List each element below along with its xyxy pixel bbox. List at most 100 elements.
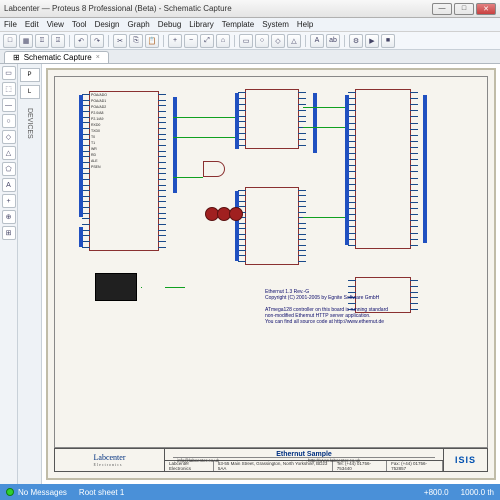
pin-label: T1 (91, 141, 95, 145)
tab-close-icon[interactable]: × (96, 54, 100, 61)
bus-3 (235, 93, 239, 149)
menu-library[interactable]: Library (189, 20, 213, 29)
toolbar-button-27[interactable]: ■ (381, 34, 395, 48)
bus-5 (313, 93, 317, 153)
status-sheet: Root sheet 1 (79, 488, 124, 497)
side-toolbar: ▭ ⬚ — ○ ◇ △ ⬠ A + ⊕ ⊞ (0, 64, 18, 484)
palette-pick-button[interactable]: P (20, 68, 40, 82)
wire-7 (141, 287, 142, 288)
side-tool-8[interactable]: + (2, 194, 16, 208)
bus-1 (79, 227, 83, 247)
toolbar-button-12[interactable]: + (168, 34, 182, 48)
toolbar-button-22[interactable]: A (310, 34, 324, 48)
chip-U3 (245, 187, 299, 265)
main-toolbar: □▦⍐⍗ ↶↷ ✂⎘📋 +−⤢⌂ ▭○◇△ Aab ⚙▶■ (0, 32, 500, 50)
toolbar-button-17[interactable]: ▭ (239, 34, 253, 48)
component-palette: P L DEVICES (18, 64, 42, 484)
side-tool-1[interactable]: ⬚ (2, 82, 16, 96)
pin-label: POA/ADO (91, 93, 107, 97)
menu-help[interactable]: Help (297, 20, 313, 29)
menu-bar: File Edit View Tool Design Graph Debug Library T… (0, 18, 500, 32)
led-component-2 (229, 207, 243, 221)
toolbar-button-14[interactable]: ⤢ (200, 34, 214, 48)
menu-debug[interactable]: Debug (158, 20, 182, 29)
status-messages: No Messages (18, 488, 67, 497)
toolbar-separator (344, 35, 345, 47)
toolbar-button-15[interactable]: ⌂ (216, 34, 230, 48)
tab-schematic-capture[interactable]: ⊞ Schematic Capture × (4, 51, 109, 63)
toolbar-separator (163, 35, 164, 47)
wire-0 (173, 117, 235, 118)
toolbar-button-19[interactable]: ◇ (271, 34, 285, 48)
menu-tool[interactable]: Tool (72, 20, 87, 29)
pin-label: ALE (91, 159, 98, 163)
schematic-info-text: Ethernut 1.3 Rev.-GCopyright (C) 2001-20… (265, 289, 445, 325)
chip-U1 (89, 91, 159, 251)
menu-design[interactable]: Design (95, 20, 120, 29)
document-tabs: ⊞ Schematic Capture × (0, 50, 500, 64)
bus-2 (173, 97, 177, 193)
toolbar-button-6[interactable]: ↷ (90, 34, 104, 48)
toolbar-button-3[interactable]: ⍗ (51, 34, 65, 48)
pin-label: POA/AD1 (91, 99, 106, 103)
pin-label: RXD0 (91, 123, 100, 127)
toolbar-separator (234, 35, 235, 47)
and-gate (203, 161, 225, 177)
menu-edit[interactable]: Edit (25, 20, 39, 29)
tab-icon: ⊞ (13, 53, 20, 62)
toolbar-button-10[interactable]: 📋 (145, 34, 159, 48)
title-block-logo-left: Labcenter Electronics (55, 449, 165, 471)
logo-isis-text: ISIS (455, 455, 476, 465)
toolbar-button-2[interactable]: ⍐ (35, 34, 49, 48)
toolbar-button-5[interactable]: ↶ (74, 34, 88, 48)
chip-U2 (245, 89, 299, 149)
menu-graph[interactable]: Graph (127, 20, 149, 29)
bus-4 (235, 191, 239, 261)
toolbar-separator (108, 35, 109, 47)
toolbar-button-9[interactable]: ⎘ (129, 34, 143, 48)
close-button[interactable]: ✕ (476, 3, 496, 15)
palette-devices-label: DEVICES (26, 108, 33, 139)
tab-label: Schematic Capture (24, 53, 92, 62)
maximize-button[interactable]: □ (454, 3, 474, 15)
menu-system[interactable]: System (262, 20, 289, 29)
minimize-button[interactable]: — (432, 3, 452, 15)
title-block-logo-right: ISIS (443, 449, 487, 471)
toolbar-button-1[interactable]: ▦ (19, 34, 33, 48)
toolbar-button-23[interactable]: ab (326, 34, 340, 48)
toolbar-button-18[interactable]: ○ (255, 34, 269, 48)
toolbar-button-26[interactable]: ▶ (365, 34, 379, 48)
titleblock-email: info@labcenter.co.uk (173, 458, 304, 464)
schematic-sheet: POA/ADOPOA/AD1POA/AD2P2.0/A8P2.1/A9RXD0T… (54, 76, 488, 448)
toolbar-button-0[interactable]: □ (3, 34, 17, 48)
pin-label: WR (91, 147, 97, 151)
toolbar-button-13[interactable]: − (184, 34, 198, 48)
bus-7 (423, 95, 427, 243)
menu-file[interactable]: File (4, 20, 17, 29)
side-tool-6[interactable]: ⬠ (2, 162, 16, 176)
chip-U4 (355, 89, 411, 249)
side-tool-10[interactable]: ⊞ (2, 226, 16, 240)
menu-view[interactable]: View (47, 20, 64, 29)
logo-labcenter-sub: Electronics (94, 462, 126, 467)
wire-6 (165, 287, 185, 288)
toolbar-button-8[interactable]: ✂ (113, 34, 127, 48)
pin-label: POA/AD2 (91, 105, 106, 109)
toolbar-button-25[interactable]: ⚙ (349, 34, 363, 48)
side-tool-0[interactable]: ▭ (2, 66, 16, 80)
side-tool-4[interactable]: ◇ (2, 130, 16, 144)
side-tool-2[interactable]: — (2, 98, 16, 112)
status-bar: No Messages Root sheet 1 +800.0 1000.0 t… (0, 484, 500, 500)
toolbar-button-20[interactable]: △ (287, 34, 301, 48)
palette-lib-button[interactable]: L (20, 85, 40, 99)
side-tool-7[interactable]: A (2, 178, 16, 192)
schematic-canvas[interactable]: POA/ADOPOA/AD1POA/AD2P2.0/A8P2.1/A9RXD0T… (46, 68, 496, 480)
side-tool-9[interactable]: ⊕ (2, 210, 16, 224)
status-zoom: 1000.0 th (461, 488, 494, 497)
pin-label: T0 (91, 135, 95, 139)
side-tool-3[interactable]: ○ (2, 114, 16, 128)
toolbar-separator (69, 35, 70, 47)
wire-4 (303, 127, 345, 128)
menu-template[interactable]: Template (222, 20, 254, 29)
side-tool-5[interactable]: △ (2, 146, 16, 160)
